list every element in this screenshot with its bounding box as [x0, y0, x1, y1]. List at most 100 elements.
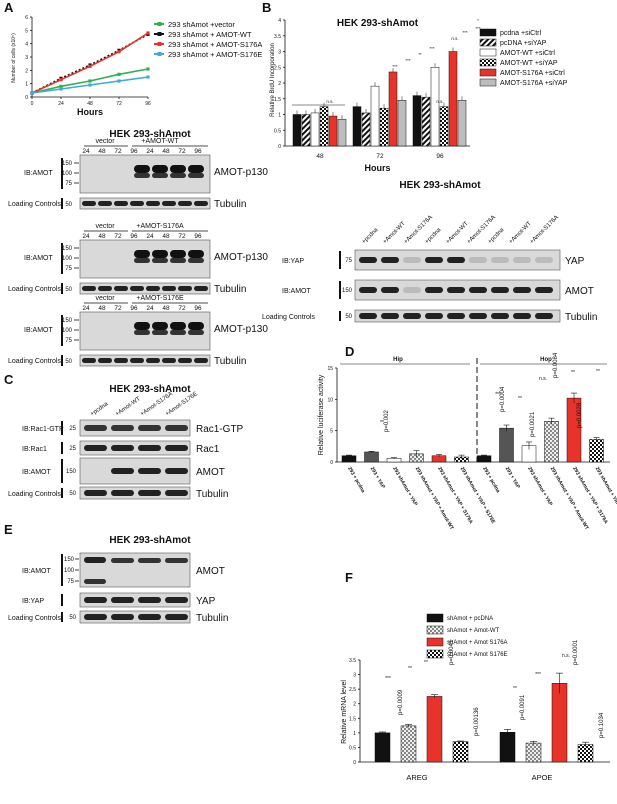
- a-band-amot-low: [134, 330, 150, 335]
- b-band: [359, 313, 377, 319]
- b-legend-swatch-5: [479, 78, 497, 87]
- f-pvalue: p=0.1034: [599, 712, 605, 738]
- a-band-amot-low: [152, 173, 168, 178]
- b-band: [425, 313, 443, 319]
- a-lane-label: 72: [114, 148, 122, 155]
- f-pvalue: p=0.0091: [520, 694, 526, 720]
- d-y-axis-label: Relative luciferase activity: [318, 374, 325, 455]
- e-band-name: Tubulin: [196, 613, 228, 624]
- c-band: [111, 445, 134, 451]
- b-band: [513, 313, 531, 319]
- a-point: [117, 50, 121, 54]
- b-y-tick-label: 0: [278, 144, 281, 150]
- d-annotation: **: [596, 369, 600, 375]
- e-band: [84, 557, 106, 563]
- a-band-lc: [194, 201, 208, 206]
- e-blot-row: [79, 610, 191, 624]
- panel-label-a: A: [4, 0, 14, 15]
- b-band-name: AMOT: [565, 286, 594, 297]
- a-lc-mw: 50: [65, 287, 72, 293]
- a-band-lc: [114, 286, 128, 291]
- a-lane-label: 24: [82, 233, 90, 240]
- a-lc-band-name: Tubulin: [214, 356, 246, 367]
- b-annotation: *: [477, 18, 479, 23]
- a-band-amot: [188, 250, 204, 258]
- a-lane-label: 72: [114, 233, 122, 240]
- e-band-name: YAP: [196, 596, 216, 607]
- a-legend-label-0: 293 shAmot +vector: [168, 20, 235, 29]
- e-band-name: AMOT: [196, 566, 225, 577]
- f-bar: [499, 732, 516, 763]
- a-band-amot: [170, 250, 186, 258]
- b-lane-label: +Amot-S176A: [529, 215, 560, 246]
- a-point: [88, 79, 92, 83]
- b-band: [381, 257, 399, 263]
- d-y-tick-label: 15: [327, 366, 333, 372]
- a-lane-label: 72: [178, 148, 186, 155]
- a-band-amot-low: [152, 330, 168, 335]
- e-band: [84, 614, 107, 620]
- a-lane-label: 48: [162, 305, 170, 312]
- c-band-name: Rac1-GTP: [196, 424, 244, 435]
- b-bar: [412, 95, 422, 147]
- d-category-label: 293 + pcdna: [481, 466, 501, 494]
- f-legend-swatch-2: [426, 637, 444, 647]
- d-category-label: 293 shAmot + YAP: [526, 466, 553, 507]
- e-band: [138, 558, 161, 563]
- a-blot-header-right-2: +AMOT-S176E: [136, 295, 184, 302]
- b-bar: [439, 106, 449, 147]
- a-band-amot: [152, 322, 168, 330]
- a-lane-label: 72: [178, 305, 186, 312]
- f-annotation: **: [408, 666, 412, 672]
- d-bar: [476, 455, 492, 463]
- e-band: [111, 614, 134, 620]
- a-band-lc: [82, 201, 96, 206]
- e-ib-label: Loading Controls: [8, 615, 61, 622]
- b-legend-label-1: pcDNA +siYAP: [500, 40, 547, 47]
- c-band: [165, 425, 188, 431]
- b-annotation: ***: [392, 64, 398, 69]
- a-lane-label: 24: [146, 305, 154, 312]
- b-bar: [379, 107, 389, 147]
- panel-label-d: D: [345, 344, 354, 359]
- d-y-tick-label: 0: [330, 460, 333, 466]
- e-band: [84, 579, 106, 584]
- d-bar: [341, 455, 357, 463]
- c-band: [165, 445, 188, 451]
- b-band: [535, 287, 553, 293]
- a-lane-label: 24: [82, 148, 90, 155]
- a-mw-label: 100: [62, 171, 73, 177]
- c-ib-label: IB:AMOT: [22, 469, 52, 476]
- b-band: [491, 313, 509, 319]
- a-lc-mw: 50: [65, 202, 72, 208]
- e-blot-title: HEK 293-shAmot: [109, 535, 191, 546]
- a-x-tick-label: 48: [87, 101, 93, 107]
- b-band-name: YAP: [565, 256, 585, 267]
- c-mw-label: 50: [69, 491, 76, 497]
- b-y-tick-label: 4: [278, 18, 281, 24]
- a-x-tick-label: 72: [116, 101, 122, 107]
- a-band-amot-low: [188, 330, 204, 335]
- d-pvalue: p=0.0028: [577, 402, 583, 428]
- b-bar: [310, 112, 320, 147]
- f-annotation: ***: [385, 676, 391, 682]
- a-band-amot-low: [188, 258, 204, 263]
- b-band: [381, 313, 399, 319]
- a-lane-label: 48: [98, 233, 106, 240]
- a-y-tick-label: 4: [25, 42, 28, 48]
- panel-label-e: E: [4, 522, 13, 537]
- b-bar: [301, 114, 311, 147]
- d-bar: [589, 439, 604, 463]
- f-x-tick-label: AREG: [406, 773, 427, 782]
- d-category-label: 293 shAmot + YAP + Amot-WT: [414, 466, 455, 531]
- a-band-amot-low: [134, 258, 150, 263]
- e-ib-label: IB:AMOT: [22, 568, 52, 575]
- a-y-tick-label: 5: [25, 28, 28, 34]
- d-pvalue: p=0.0021: [530, 411, 536, 437]
- e-mw-label: 100: [64, 568, 75, 574]
- b-ib-label: IB:AMOT: [282, 288, 312, 295]
- b-mw-label: 150: [342, 288, 353, 294]
- d-category-label: 293 + YAP: [369, 466, 386, 490]
- a-band-amot-low: [188, 173, 204, 178]
- b-y-axis-label: Relative BrdU Incorporation: [270, 43, 276, 117]
